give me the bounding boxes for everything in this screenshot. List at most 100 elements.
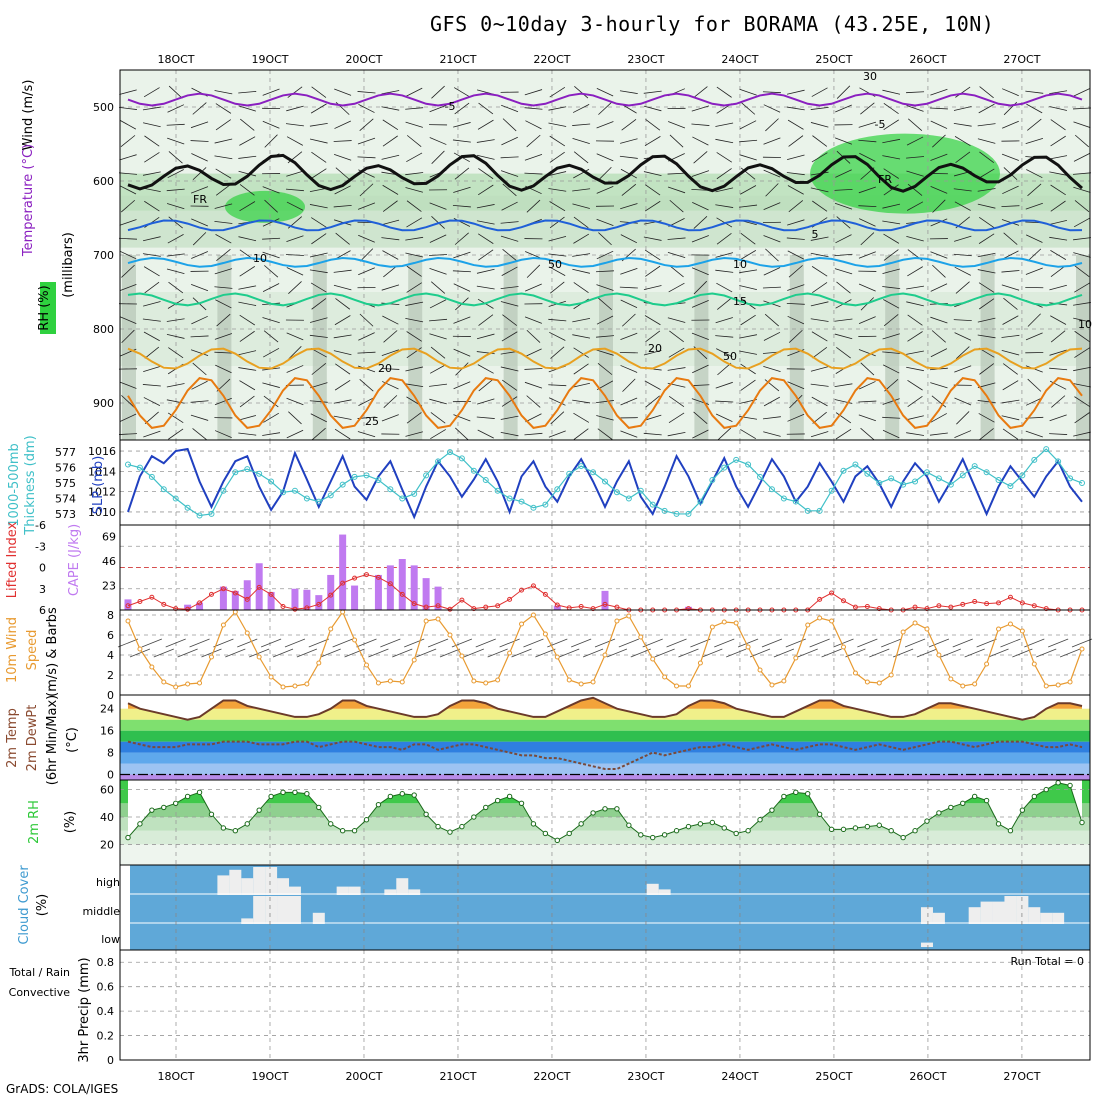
wind-barb xyxy=(977,269,996,274)
wind-barb xyxy=(263,412,280,423)
wind-barb xyxy=(882,220,901,225)
footer-credit: GrADS: COLA/IGES xyxy=(6,1082,119,1096)
wind-barb xyxy=(787,315,805,325)
wind-barb xyxy=(715,187,734,193)
wind-barb xyxy=(977,138,996,144)
wind-barb xyxy=(524,316,542,324)
wind-barb xyxy=(955,346,970,360)
wind-barb xyxy=(1049,236,1068,241)
thickness-point xyxy=(792,498,799,505)
wind-barb xyxy=(476,268,495,274)
wind-speed-point xyxy=(638,634,644,640)
wind-barb xyxy=(477,398,495,405)
thickness-point xyxy=(387,486,394,493)
thickness-point xyxy=(423,472,430,479)
wind-barb xyxy=(478,102,494,115)
wind-barb xyxy=(406,135,422,148)
wind-barb xyxy=(622,378,636,392)
rh-point xyxy=(840,826,847,833)
wind-barb xyxy=(430,281,446,294)
wind-barb-10m xyxy=(213,638,234,648)
wind-barb xyxy=(477,184,494,196)
wind-barb xyxy=(812,411,827,424)
wind-barb xyxy=(548,188,567,192)
wind-barb-10m xyxy=(964,648,985,658)
wind-barb xyxy=(190,414,209,421)
li-point xyxy=(530,583,536,589)
wind-barb xyxy=(907,118,923,131)
wind-barb xyxy=(1001,205,1020,208)
rh-above-mask xyxy=(120,780,1090,841)
thickness-point xyxy=(1031,456,1038,463)
wind-speed-point xyxy=(662,674,668,680)
wind-barb xyxy=(1073,383,1091,388)
li-point xyxy=(208,591,214,597)
temp-color-band xyxy=(120,741,1090,753)
thickness-point xyxy=(1043,446,1050,453)
wind-barb xyxy=(309,252,328,258)
wind-barb xyxy=(501,266,518,276)
wind-barb xyxy=(834,202,853,210)
p3-left-tick: 3 xyxy=(39,583,46,596)
wind-barb xyxy=(691,299,709,308)
wind-barb xyxy=(1073,302,1091,306)
thickness-point xyxy=(971,463,978,470)
wind-speed-point xyxy=(1031,661,1037,667)
wind-barb xyxy=(858,121,877,128)
rh-point xyxy=(948,804,954,811)
wind-barb-10m xyxy=(928,638,950,648)
wind-barb xyxy=(1074,265,1090,278)
wind-barb xyxy=(478,249,494,261)
p3-left-tick: -6 xyxy=(35,519,46,532)
rh-point xyxy=(1043,786,1049,793)
wind-barb xyxy=(932,199,946,213)
wind-barb xyxy=(739,269,758,274)
wind-barb xyxy=(573,412,590,423)
cloud-middle-bar xyxy=(980,901,993,924)
wind-barb xyxy=(595,335,615,338)
thickness-point xyxy=(363,472,370,479)
wind-barb xyxy=(166,123,185,126)
rh-point xyxy=(673,828,680,834)
wind-barb xyxy=(238,236,257,242)
wind-barb xyxy=(333,284,352,291)
p1-y-tick: 900 xyxy=(93,397,114,410)
wind-barb xyxy=(644,315,661,326)
wind-barb xyxy=(977,400,996,404)
wind-barb xyxy=(524,107,543,110)
thickness-point xyxy=(327,492,334,499)
wind-barb xyxy=(667,367,686,371)
wind-barb xyxy=(693,411,708,425)
wind-barb xyxy=(906,301,924,307)
wind-barb xyxy=(526,329,541,343)
wind-barb xyxy=(192,232,207,246)
wind-barb xyxy=(977,317,996,323)
wind-barb xyxy=(906,366,924,372)
wind-barb xyxy=(500,301,519,307)
thickness-point xyxy=(983,469,990,476)
wind-barb xyxy=(405,318,424,323)
wind-barb xyxy=(288,281,302,294)
wind-speed-point xyxy=(411,657,417,663)
thickness-point xyxy=(590,469,597,476)
wind-barb xyxy=(977,334,996,339)
wind-speed-point xyxy=(387,678,393,684)
wind-barb xyxy=(597,428,613,440)
wind-barb xyxy=(669,199,684,213)
wind-barb xyxy=(191,218,208,227)
p8-label-ylabel: 3hr Precip (mm) xyxy=(77,957,92,1062)
wind-barb xyxy=(573,151,589,164)
wind-barb xyxy=(668,412,685,424)
wind-barb xyxy=(167,234,184,244)
wind-barb xyxy=(405,431,423,437)
wind-speed-point xyxy=(566,677,572,683)
contour-label: 20 xyxy=(378,362,392,375)
wind-barb xyxy=(550,411,565,425)
wind-barb xyxy=(500,415,519,420)
wind-barb xyxy=(358,267,375,276)
wind-barb xyxy=(667,172,686,175)
wind-barb xyxy=(382,250,399,260)
wind-barb xyxy=(810,106,829,110)
rh-legend-swatch xyxy=(40,282,56,334)
cape-bar xyxy=(303,589,311,610)
